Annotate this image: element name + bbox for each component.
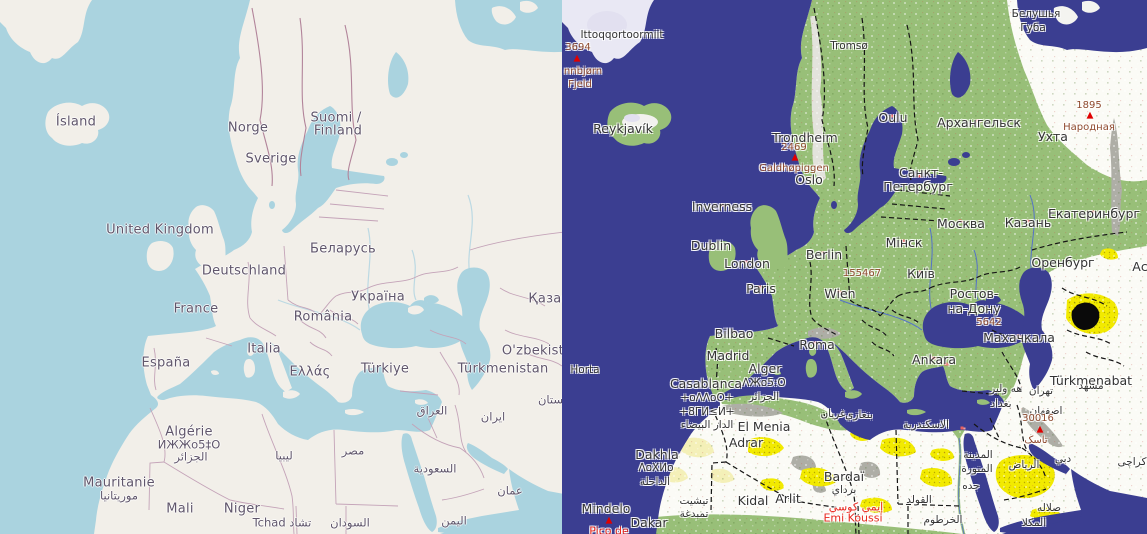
right-map-landcover-style[interactable]: Ittoqqortoormiit 3694 ▲ nnbjørn Fjeld Tromsø Б… — [562, 0, 1147, 534]
left-map-canvas — [0, 0, 562, 534]
right-map-canvas — [562, 0, 1147, 534]
left-map-standard-style[interactable]: Ísland Norge Suomi / Finland Sverige United K… — [0, 0, 562, 534]
